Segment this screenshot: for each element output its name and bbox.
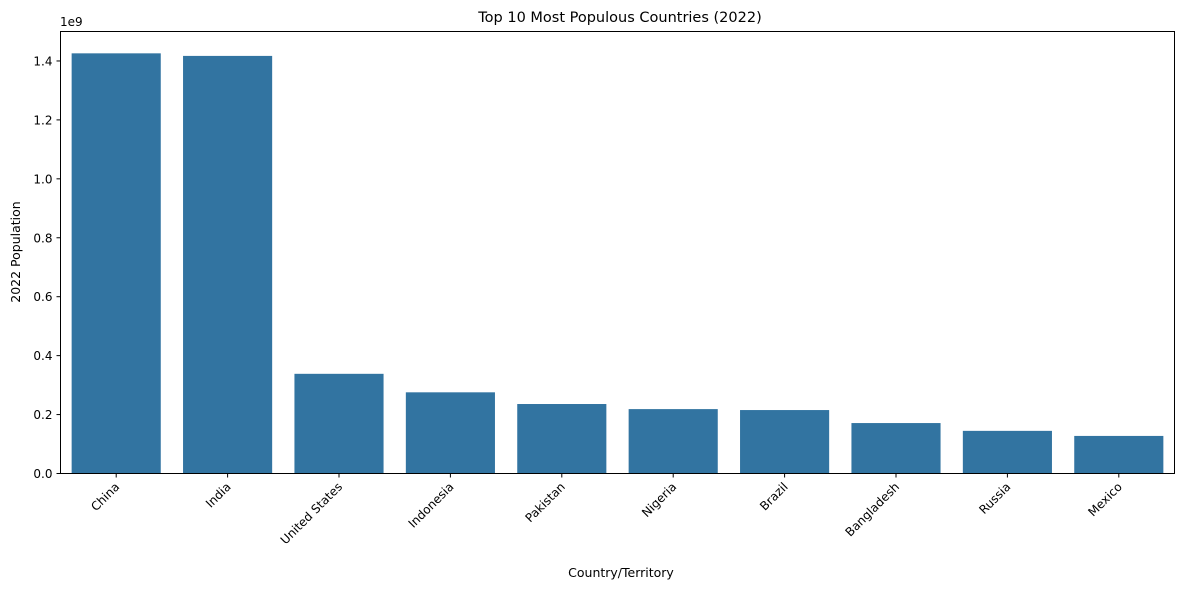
x-tick-label: Russia	[976, 480, 1013, 517]
bars-group	[71, 53, 1164, 474]
x-tick-label: Bangladesh	[842, 480, 902, 540]
y-tick-label: 0.6	[33, 290, 52, 304]
y-tick-label: 0.4	[33, 349, 52, 363]
y-tick-label: 0.2	[33, 408, 52, 422]
bar-nigeria	[628, 409, 718, 474]
x-tick-label: India	[203, 480, 234, 511]
bar-mexico	[1074, 435, 1164, 474]
bar-indonesia	[405, 392, 495, 474]
x-axis-label: Country/Territory	[568, 565, 674, 580]
x-tick-label: Pakistan	[522, 480, 567, 525]
bar-united-states	[294, 373, 384, 474]
x-axis: China India United States Indonesia Pakistan…	[88, 473, 1125, 547]
plot-frame	[60, 31, 1175, 474]
bar-china	[71, 53, 161, 474]
y-axis: 0.0 0.2 0.4 0.6 0.8 1.0 1.2 1.4	[33, 54, 61, 481]
bar-india	[183, 55, 273, 474]
bar-bangladesh	[851, 423, 941, 474]
chart-title: Top 10 Most Populous Countries (2022)	[477, 10, 761, 26]
x-tick-label: Mexico	[1085, 480, 1125, 520]
y-tick-label: 1.4	[33, 54, 52, 68]
bar-russia	[962, 430, 1052, 474]
y-tick-label: 1.2	[33, 113, 52, 127]
y-tick-label: 0.0	[33, 467, 52, 481]
x-tick-label: Brazil	[757, 480, 791, 514]
bar-brazil	[740, 410, 830, 474]
y-tick-label: 0.8	[33, 231, 52, 245]
y-offset-label: 1e9	[60, 15, 83, 29]
bar-pakistan	[517, 404, 607, 474]
x-tick-label: Indonesia	[406, 480, 457, 531]
y-axis-label: 2022 Population	[8, 201, 23, 302]
y-tick-label: 1.0	[33, 172, 52, 186]
x-tick-label: United States	[278, 480, 345, 547]
x-tick-label: China	[88, 480, 122, 514]
x-tick-label: Nigeria	[639, 480, 679, 520]
